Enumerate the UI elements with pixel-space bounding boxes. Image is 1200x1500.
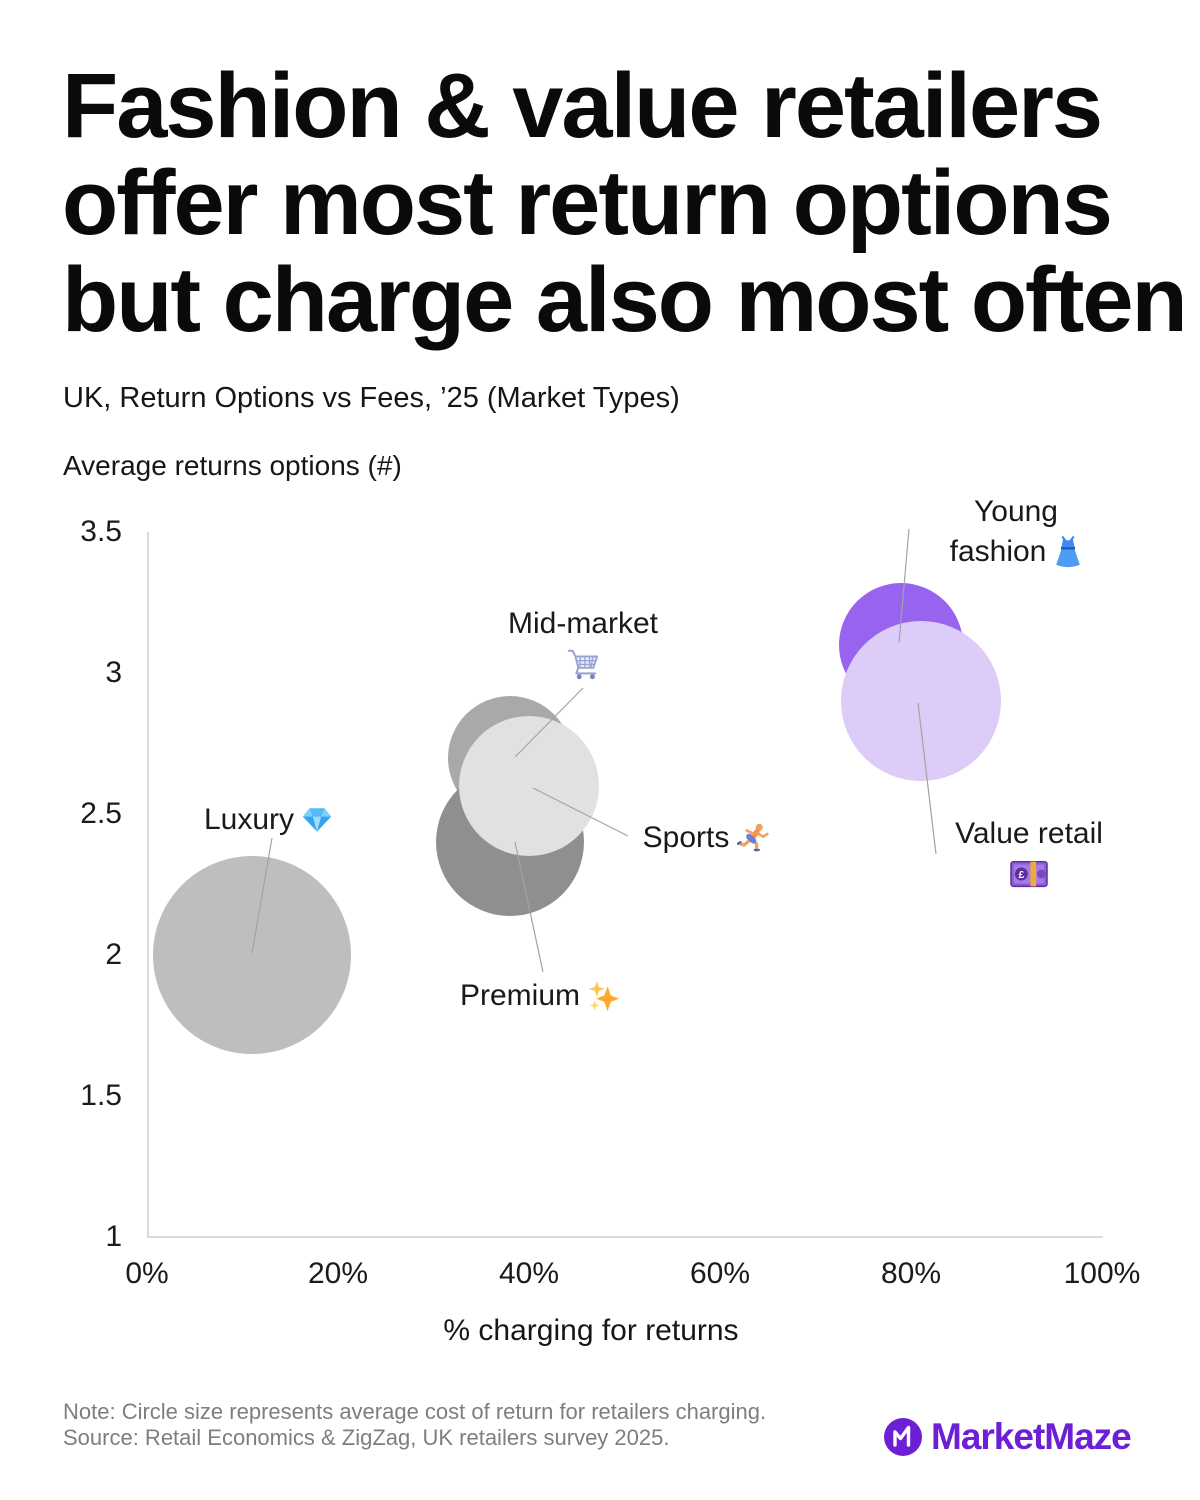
label-premium: Premium bbox=[320, 976, 760, 1016]
runner-icon bbox=[737, 821, 769, 855]
shopping-cart-icon bbox=[566, 647, 600, 681]
label-text: Luxury bbox=[203, 803, 295, 836]
bubble-sports bbox=[459, 715, 599, 856]
y-tick-label-2.5: 2.5 bbox=[80, 797, 122, 830]
y-axis-line bbox=[147, 532, 149, 1237]
label-young-fashion: Young fashion bbox=[796, 492, 1200, 572]
chart-subtitle: UK, Return Options vs Fees, ’25 (Market … bbox=[63, 382, 680, 414]
title-line: offer most return options bbox=[62, 152, 1113, 254]
pound-note-icon: £ bbox=[1010, 860, 1048, 888]
bubble-value-retail bbox=[840, 621, 1001, 782]
x-tick-label-100: 100% bbox=[1063, 1257, 1141, 1290]
label-text: fashion bbox=[949, 535, 1047, 568]
marketmaze-logo-icon bbox=[884, 1418, 922, 1456]
y-tick-label-1.5: 1.5 bbox=[80, 1079, 122, 1112]
y-tick-label-3.5: 3.5 bbox=[80, 515, 122, 548]
leader-line-sports bbox=[532, 787, 629, 837]
x-axis-title: % charging for returns bbox=[443, 1314, 739, 1347]
x-tick-label-60: 60% bbox=[689, 1257, 751, 1290]
page-title: Fashion & value retailers offer most ret… bbox=[62, 55, 1188, 351]
source-note: Source: Retail Economics & ZigZag, UK re… bbox=[63, 1425, 670, 1450]
size-note: Note: Circle size represents average cos… bbox=[63, 1399, 767, 1424]
label-luxury: Luxury bbox=[48, 800, 488, 840]
svg-text:£: £ bbox=[1018, 870, 1024, 881]
marketmaze-logo: MarketMaze bbox=[884, 1416, 1132, 1458]
leader-line-value-retail bbox=[917, 702, 937, 855]
label-value-retail: Value retail £ bbox=[809, 814, 1200, 894]
y-tick-label-2: 2 bbox=[105, 938, 122, 971]
label-text: Premium bbox=[459, 979, 580, 1012]
x-tick-label-0: 0% bbox=[125, 1257, 169, 1290]
label-text: Value retail bbox=[955, 817, 1103, 850]
footnotes: Note: Circle size represents average cos… bbox=[63, 1399, 766, 1451]
y-tick-label-1: 1 bbox=[105, 1220, 122, 1253]
title-line: Fashion & value retailers bbox=[62, 55, 1103, 157]
leader-line-premium bbox=[514, 841, 544, 973]
leader-line-luxury bbox=[251, 837, 273, 954]
x-tick-label-80: 80% bbox=[880, 1257, 942, 1290]
x-axis-line bbox=[147, 1236, 1103, 1238]
label-text: Young bbox=[974, 495, 1058, 528]
label-text: Mid-market bbox=[507, 607, 658, 640]
gem-icon bbox=[302, 807, 332, 833]
leader-line-young-fashion bbox=[898, 528, 910, 644]
sparkles-icon bbox=[588, 980, 620, 1012]
y-tick-label-3: 3 bbox=[105, 656, 122, 689]
y-axis-title: Average returns options (#) bbox=[63, 450, 402, 481]
x-tick-label-40: 40% bbox=[498, 1257, 560, 1290]
dress-icon bbox=[1054, 535, 1082, 569]
label-mid-market: Mid-market bbox=[363, 604, 803, 684]
label-sports: Sports bbox=[486, 818, 926, 858]
leader-line-mid-market bbox=[514, 687, 584, 758]
label-text: Sports bbox=[642, 821, 730, 854]
bubble-luxury bbox=[153, 856, 352, 1054]
title-line: but charge also most often bbox=[62, 249, 1188, 351]
marketmaze-logo-text: MarketMaze bbox=[931, 1416, 1132, 1457]
x-tick-label-20: 20% bbox=[307, 1257, 369, 1290]
